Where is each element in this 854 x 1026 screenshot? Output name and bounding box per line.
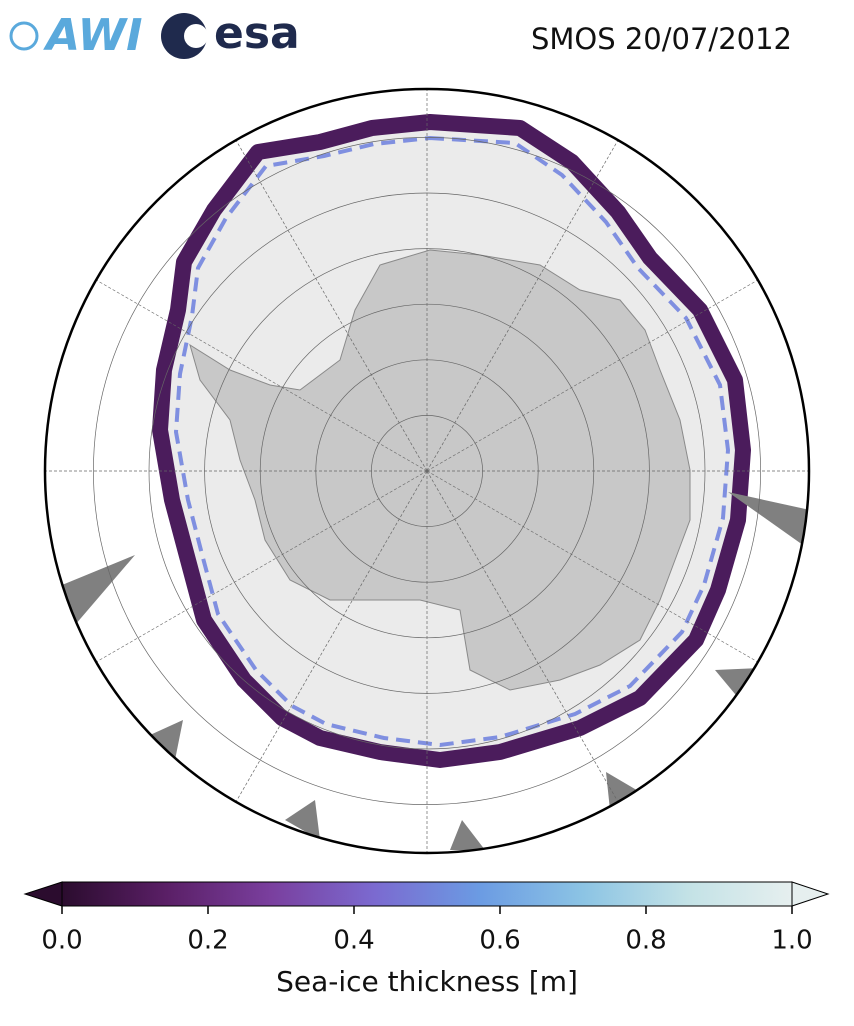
colorbar-tick-label: 0.0 — [41, 926, 82, 956]
latitude-circle — [93, 137, 761, 805]
sea-ice-edge — [173, 135, 731, 748]
colorbar-extend-low — [23, 881, 63, 907]
colorbar-extend-high — [791, 881, 830, 907]
colorbar-tick-label: 1.0 — [771, 926, 812, 956]
meridian — [226, 470, 428, 818]
colorbar-tick-label: 0.8 — [625, 926, 666, 956]
map-frame — [43, 87, 811, 855]
colorbar-tick-label: 0.4 — [333, 926, 374, 956]
meridian — [80, 470, 428, 672]
meridian — [80, 270, 428, 472]
map — [45, 89, 809, 853]
meridian — [426, 470, 628, 818]
colorbar-tick-label: 0.6 — [479, 926, 520, 956]
colorbar-tick-label: 0.2 — [187, 926, 228, 956]
meridian — [426, 270, 774, 472]
logo-text: AWI — [43, 10, 143, 61]
map-title: SMOS 20/07/2012 — [531, 22, 792, 56]
logo-esa: esa — [161, 8, 300, 59]
antarctica — [189, 249, 691, 691]
logo-text: esa — [214, 8, 300, 59]
logo-awi: AWI — [9, 10, 143, 61]
meridian — [226, 124, 428, 472]
colorbar — [23, 881, 830, 914]
meridian — [426, 124, 628, 472]
graticule — [45, 89, 809, 853]
meridian — [426, 470, 774, 672]
colorbar-label: Sea-ice thickness [m] — [276, 965, 578, 998]
colorbar-bar — [61, 881, 793, 907]
